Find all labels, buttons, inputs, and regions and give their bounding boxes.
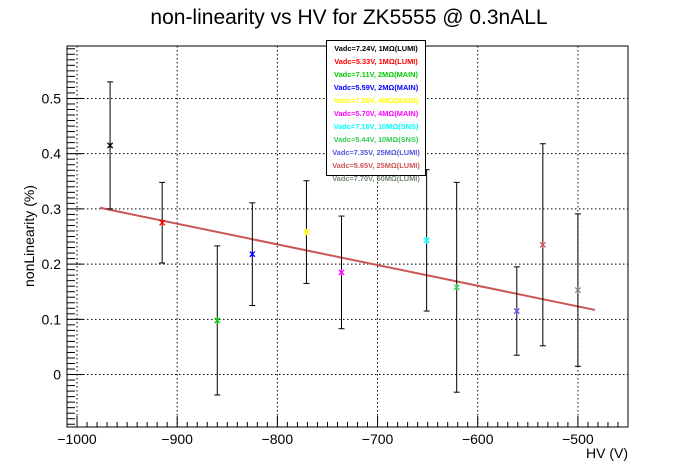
data-point (214, 317, 221, 324)
y-tick-label: 0.1 (42, 311, 62, 327)
x-axis-label: HV (V) (586, 445, 628, 461)
x-tick-label: −900 (161, 431, 193, 447)
fit-line (99, 206, 596, 311)
x-tick-label: −600 (462, 431, 494, 447)
y-axis-label: nonLinearity (%) (21, 185, 37, 287)
y-tick-label: 0 (53, 367, 61, 383)
data-point (159, 219, 166, 226)
legend-entry: Vadc=5.44V, 10MΩ(SNS) (333, 135, 419, 144)
x-tick-label: −800 (262, 431, 294, 447)
axis-ticks (66, 48, 629, 427)
data-point (338, 269, 345, 276)
x-tick-label: −700 (362, 431, 394, 447)
data-point (574, 286, 581, 294)
x-tick-label: −1000 (57, 431, 97, 447)
y-tick-label: 0.4 (42, 146, 62, 162)
data-point (249, 250, 256, 258)
data-point (539, 241, 546, 248)
legend-entry: Vadc=5.33V, 1MΩ(LUMI) (334, 57, 418, 66)
legend-entry: Vadc=7.24V, 1MΩ(LUMI) (334, 44, 418, 53)
legend-entry: Vadc=5.65V, 25MΩ(LUMI) (332, 161, 420, 170)
legend-entry: Vadc=5.70V, 4MΩ(MAIN) (333, 109, 419, 118)
tick-labels: −1000 −900 −800 −700 −600 −500 0 0.1 0.2 0.3 0.4 0.… (42, 90, 594, 447)
y-tick-label: 0.5 (42, 90, 62, 106)
data-points (107, 81, 581, 396)
data-point (303, 228, 310, 236)
data-point (423, 237, 430, 244)
legend-entry: Vadc=7.70V, 50MΩ(LUMI) (332, 174, 420, 183)
data-point (107, 142, 114, 149)
y-tick-label: 0.2 (42, 256, 62, 272)
legend: Vadc=7.24V, 1MΩ(LUMI) Vadc=5.33V, 1MΩ(LUM… (326, 40, 426, 183)
legend-entry: Vadc=7.56V, 4MΩ(MAIN) (333, 96, 419, 105)
legend-entry: Vadc=5.59V, 2MΩ(MAIN) (333, 83, 419, 92)
y-tick-label: 0.3 (42, 201, 62, 217)
data-point (453, 284, 460, 291)
legend-entry: Vadc=7.35V, 25MΩ(LUMI) (332, 148, 420, 157)
legend-entry: Vadc=7.11V, 2MΩ(MAIN) (334, 70, 418, 79)
chart-title: non-linearity vs HV for ZK5555 @ 0.3nALL (150, 6, 548, 29)
legend-entry: Vadc=7.16V, 10MΩ(SNS) (333, 122, 419, 131)
fit-line-group (99, 206, 596, 311)
data-point (513, 307, 520, 315)
x-tick-label: −500 (562, 431, 594, 447)
